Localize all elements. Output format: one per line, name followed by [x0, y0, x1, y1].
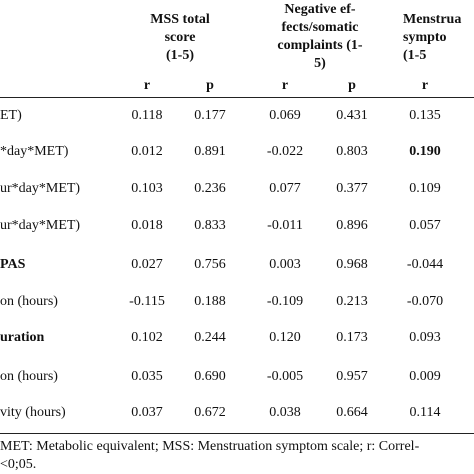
cell: 0.236: [194, 181, 226, 196]
cell: 0.891: [194, 144, 226, 159]
row-label: on (hours): [0, 369, 58, 384]
cell: -0.022: [266, 144, 304, 159]
cell: 0.103: [131, 181, 163, 196]
cell: 0.037: [131, 405, 163, 420]
cell: 0.102: [131, 330, 163, 345]
column-header: complaints (1-: [277, 38, 363, 53]
column-header: sympto: [403, 30, 447, 45]
cell: 0.038: [269, 405, 301, 420]
cell: 0.177: [194, 108, 226, 123]
cell: 0.093: [409, 330, 441, 345]
cell: 0.069: [269, 108, 301, 123]
row-label: vity (hours): [0, 405, 66, 420]
cell: 0.003: [269, 257, 301, 272]
column-header: score: [164, 30, 196, 45]
column-header: fects/somatic: [281, 20, 359, 35]
column-header: Negative ef-: [284, 2, 356, 17]
footnote: <0;05.: [0, 457, 37, 472]
sub-header: r: [143, 78, 151, 93]
cell: 0.012: [131, 144, 163, 159]
sub-header: r: [421, 78, 429, 93]
cell: 0.431: [336, 108, 368, 123]
cell: 0.009: [409, 369, 441, 384]
bottom-rule: [0, 433, 474, 434]
cell: 0.968: [336, 257, 368, 272]
row-label: ur*day*MET): [0, 218, 81, 233]
row-label: uration: [0, 330, 45, 345]
cell: -0.115: [129, 294, 165, 309]
cell: 0.690: [194, 369, 226, 384]
column-header: (1-5: [403, 48, 427, 63]
cell: 0.244: [194, 330, 226, 345]
header-rule: [0, 97, 474, 98]
cell: 0.077: [269, 181, 301, 196]
row-label: *day*MET): [0, 144, 69, 159]
column-header: MSS total: [150, 12, 210, 27]
cell: 0.213: [336, 294, 368, 309]
cell: -0.044: [406, 257, 444, 272]
cell: 0.833: [194, 218, 226, 233]
column-header: Menstrua: [403, 12, 462, 27]
cell: 0.188: [194, 294, 226, 309]
cell: 0.109: [409, 181, 441, 196]
cell: 0.664: [336, 405, 368, 420]
cell: 0.957: [336, 369, 368, 384]
cell: 0.173: [336, 330, 368, 345]
cell: 0.190: [409, 144, 441, 159]
column-header: (1-5): [166, 48, 194, 63]
cell: 0.114: [409, 405, 441, 420]
sub-header: p: [348, 78, 356, 93]
sub-header: r: [281, 78, 289, 93]
cell: -0.070: [406, 294, 444, 309]
footnote: MET: Metabolic equivalent; MSS: Menstrua…: [0, 439, 420, 454]
row-label: ur*day*MET): [0, 181, 81, 196]
row-label: PAS: [0, 257, 26, 272]
cell: 0.377: [336, 181, 368, 196]
sub-header: p: [206, 78, 214, 93]
cell: 0.672: [194, 405, 226, 420]
cell: -0.011: [267, 218, 303, 233]
cell: 0.803: [336, 144, 368, 159]
cell: -0.005: [266, 369, 304, 384]
row-label: on (hours): [0, 294, 58, 309]
cell: 0.027: [131, 257, 163, 272]
row-label: ET): [0, 108, 22, 123]
cell: 0.057: [409, 218, 441, 233]
cell: 0.118: [131, 108, 163, 123]
cell: 0.120: [269, 330, 301, 345]
cell: 0.035: [131, 369, 163, 384]
cell: 0.756: [194, 257, 226, 272]
cell: -0.109: [266, 294, 304, 309]
column-header: 5): [314, 56, 326, 71]
cell: 0.896: [336, 218, 368, 233]
cell: 0.018: [131, 218, 163, 233]
cell: 0.135: [409, 108, 441, 123]
